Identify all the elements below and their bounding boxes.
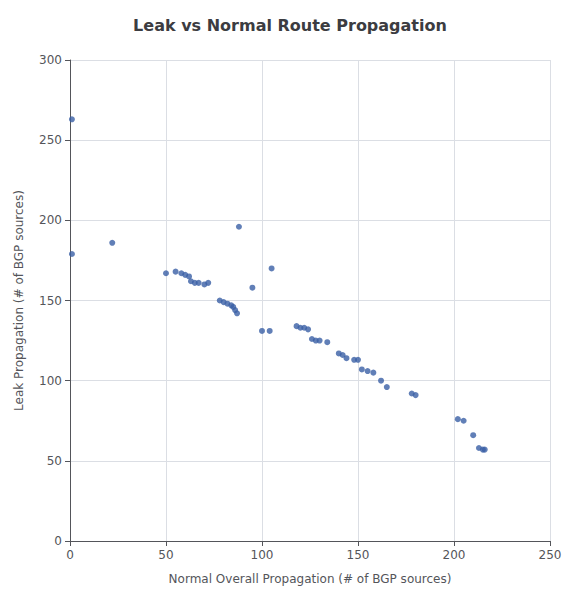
svg-text:300: 300 xyxy=(39,53,62,67)
svg-text:Leak Propagation (# of BGP sou: Leak Propagation (# of BGP sources) xyxy=(12,190,26,411)
svg-text:200: 200 xyxy=(39,213,62,227)
svg-text:100: 100 xyxy=(39,374,62,388)
svg-text:150: 150 xyxy=(347,548,370,562)
svg-text:50: 50 xyxy=(158,548,173,562)
svg-text:150: 150 xyxy=(39,294,62,308)
svg-text:200: 200 xyxy=(443,548,466,562)
svg-text:250: 250 xyxy=(539,548,562,562)
svg-text:0: 0 xyxy=(54,534,62,548)
svg-text:Leak vs Normal Route Propagati: Leak vs Normal Route Propagation xyxy=(133,16,447,35)
svg-text:50: 50 xyxy=(47,454,62,468)
svg-text:250: 250 xyxy=(39,133,62,147)
svg-text:Normal Overall Propagation (#: Normal Overall Propagation (# of BGP sou… xyxy=(169,572,452,586)
svg-text:0: 0 xyxy=(66,548,74,562)
svg-text:100: 100 xyxy=(251,548,274,562)
